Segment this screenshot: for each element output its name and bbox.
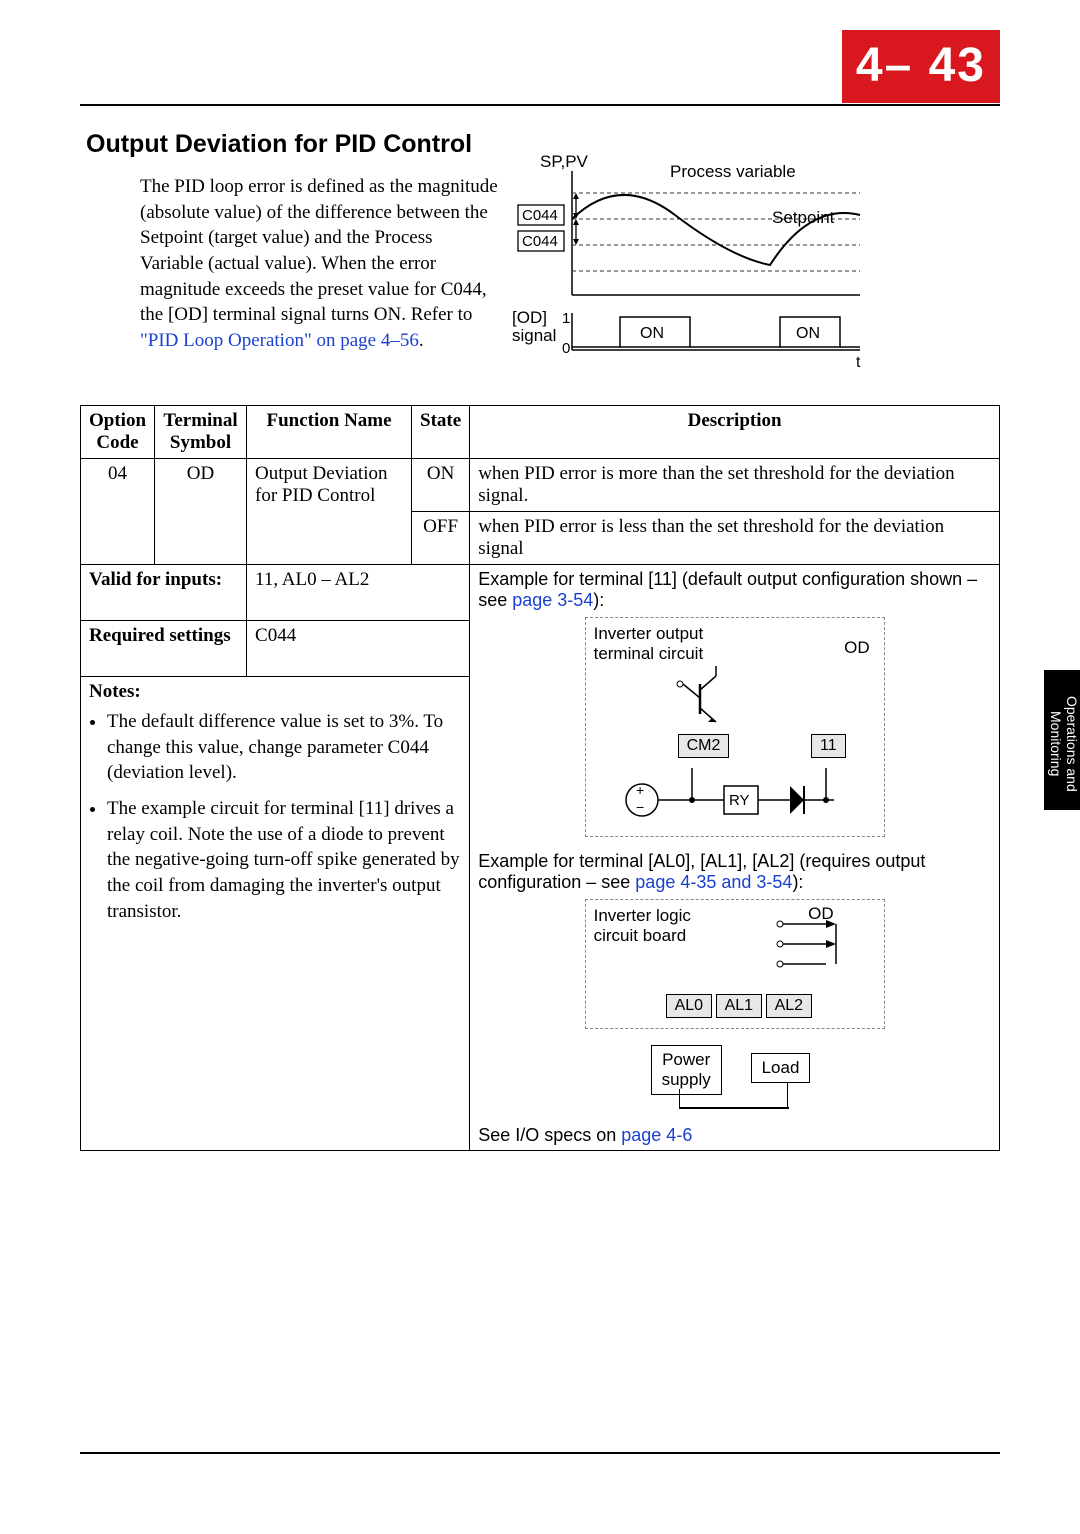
ex1-inner-label: Inverter output terminal circuit bbox=[594, 624, 704, 664]
page-number-badge: 4– 43 bbox=[842, 30, 1000, 103]
sp-pv-axis-label: SP,PV bbox=[540, 155, 589, 171]
svg-text:−: − bbox=[636, 799, 644, 815]
ex2-bottom: Power supply Load bbox=[585, 1039, 885, 1115]
notes-cell: Notes: The default difference value is s… bbox=[81, 677, 470, 1151]
cell-state-on: ON bbox=[412, 459, 470, 512]
level-0: 0 bbox=[562, 340, 570, 357]
intro-text: The PID loop error is defined as the mag… bbox=[140, 176, 498, 325]
cell-option: 04 bbox=[81, 459, 155, 565]
intro-link[interactable]: "PID Loop Operation" on page 4–56 bbox=[140, 330, 419, 351]
ex2-power: Power supply bbox=[651, 1045, 722, 1095]
th-option: Option Code bbox=[81, 406, 155, 459]
example2-link[interactable]: page 4-35 and 3-54 bbox=[635, 872, 792, 892]
pv-label: Process variable bbox=[670, 162, 796, 181]
spec-line: See I/O specs on page 4-6 bbox=[478, 1125, 991, 1146]
on-label-2: ON bbox=[796, 325, 820, 342]
spec-link[interactable]: page 4-6 bbox=[621, 1125, 692, 1145]
c044-lower-label: C044 bbox=[522, 233, 558, 250]
timing-diagram: SP,PV Process variable Setpoint C044 C04… bbox=[510, 155, 870, 381]
ex2-term-al0: AL0 bbox=[666, 994, 712, 1018]
intro-tail: . bbox=[419, 330, 424, 351]
example1-link[interactable]: page 3-54 bbox=[512, 590, 593, 610]
function-table: Option Code Terminal Symbol Function Nam… bbox=[80, 405, 1000, 1151]
th-terminal: Terminal Symbol bbox=[155, 406, 247, 459]
example-cell: Example for terminal [11] (default outpu… bbox=[470, 565, 1000, 1151]
cell-terminal: OD bbox=[155, 459, 247, 565]
ex2-term-al2: AL2 bbox=[766, 994, 812, 1018]
example1-header: Example for terminal [11] (default outpu… bbox=[478, 569, 991, 611]
bottom-rule bbox=[80, 1452, 1000, 1454]
cell-desc-off: when PID error is less than the set thre… bbox=[470, 512, 1000, 565]
intro-paragraph: The PID loop error is defined as the mag… bbox=[140, 174, 500, 353]
od-signal-axis-1: [OD] bbox=[512, 308, 547, 327]
example2-schematic: Inverter logic circuit board OD AL0 AL1 … bbox=[585, 899, 885, 1029]
example2-header: Example for terminal [AL0], [AL1], [AL2]… bbox=[478, 851, 991, 893]
top-rule bbox=[80, 104, 1000, 106]
required-label: Required settings bbox=[81, 621, 247, 677]
cell-fname: Output Deviation for PID Control bbox=[247, 459, 412, 565]
on-label-1: ON bbox=[640, 325, 664, 342]
t-axis: t bbox=[856, 354, 861, 371]
ex2-term-al1: AL1 bbox=[716, 994, 762, 1018]
valid-inputs-value: 11, AL0 – AL2 bbox=[247, 565, 470, 621]
valid-inputs-label: Valid for inputs: bbox=[81, 565, 247, 621]
cell-desc-on: when PID error is more than the set thre… bbox=[470, 459, 1000, 512]
note-2: The example circuit for terminal [11] dr… bbox=[107, 796, 461, 924]
ex1-term-cm2: CM2 bbox=[678, 734, 730, 758]
ex1-term-11: 11 bbox=[811, 734, 846, 758]
ex1-od-label: OD bbox=[844, 638, 870, 658]
th-state: State bbox=[412, 406, 470, 459]
cell-state-off: OFF bbox=[412, 512, 470, 565]
ex1-ry: RY bbox=[729, 792, 750, 809]
section-title: Output Deviation for PID Control bbox=[86, 130, 472, 159]
svg-text:+: + bbox=[636, 782, 644, 798]
level-1: 1 bbox=[562, 310, 570, 327]
th-desc: Description bbox=[470, 406, 1000, 459]
sp-label: Setpoint bbox=[772, 208, 835, 227]
side-tab: Operations and Monitoring bbox=[1044, 670, 1080, 810]
example1-schematic: Inverter output terminal circuit OD CM2 … bbox=[585, 617, 885, 837]
notes-header: Notes: bbox=[89, 681, 461, 703]
ex2-inner-label: Inverter logic circuit board bbox=[594, 906, 691, 946]
th-fname: Function Name bbox=[247, 406, 412, 459]
note-1: The default difference value is set to 3… bbox=[107, 709, 461, 786]
required-value: C044 bbox=[247, 621, 470, 677]
ex2-load: Load bbox=[751, 1053, 811, 1083]
c044-upper-label: C044 bbox=[522, 207, 558, 224]
od-signal-axis-2: signal bbox=[512, 326, 556, 345]
